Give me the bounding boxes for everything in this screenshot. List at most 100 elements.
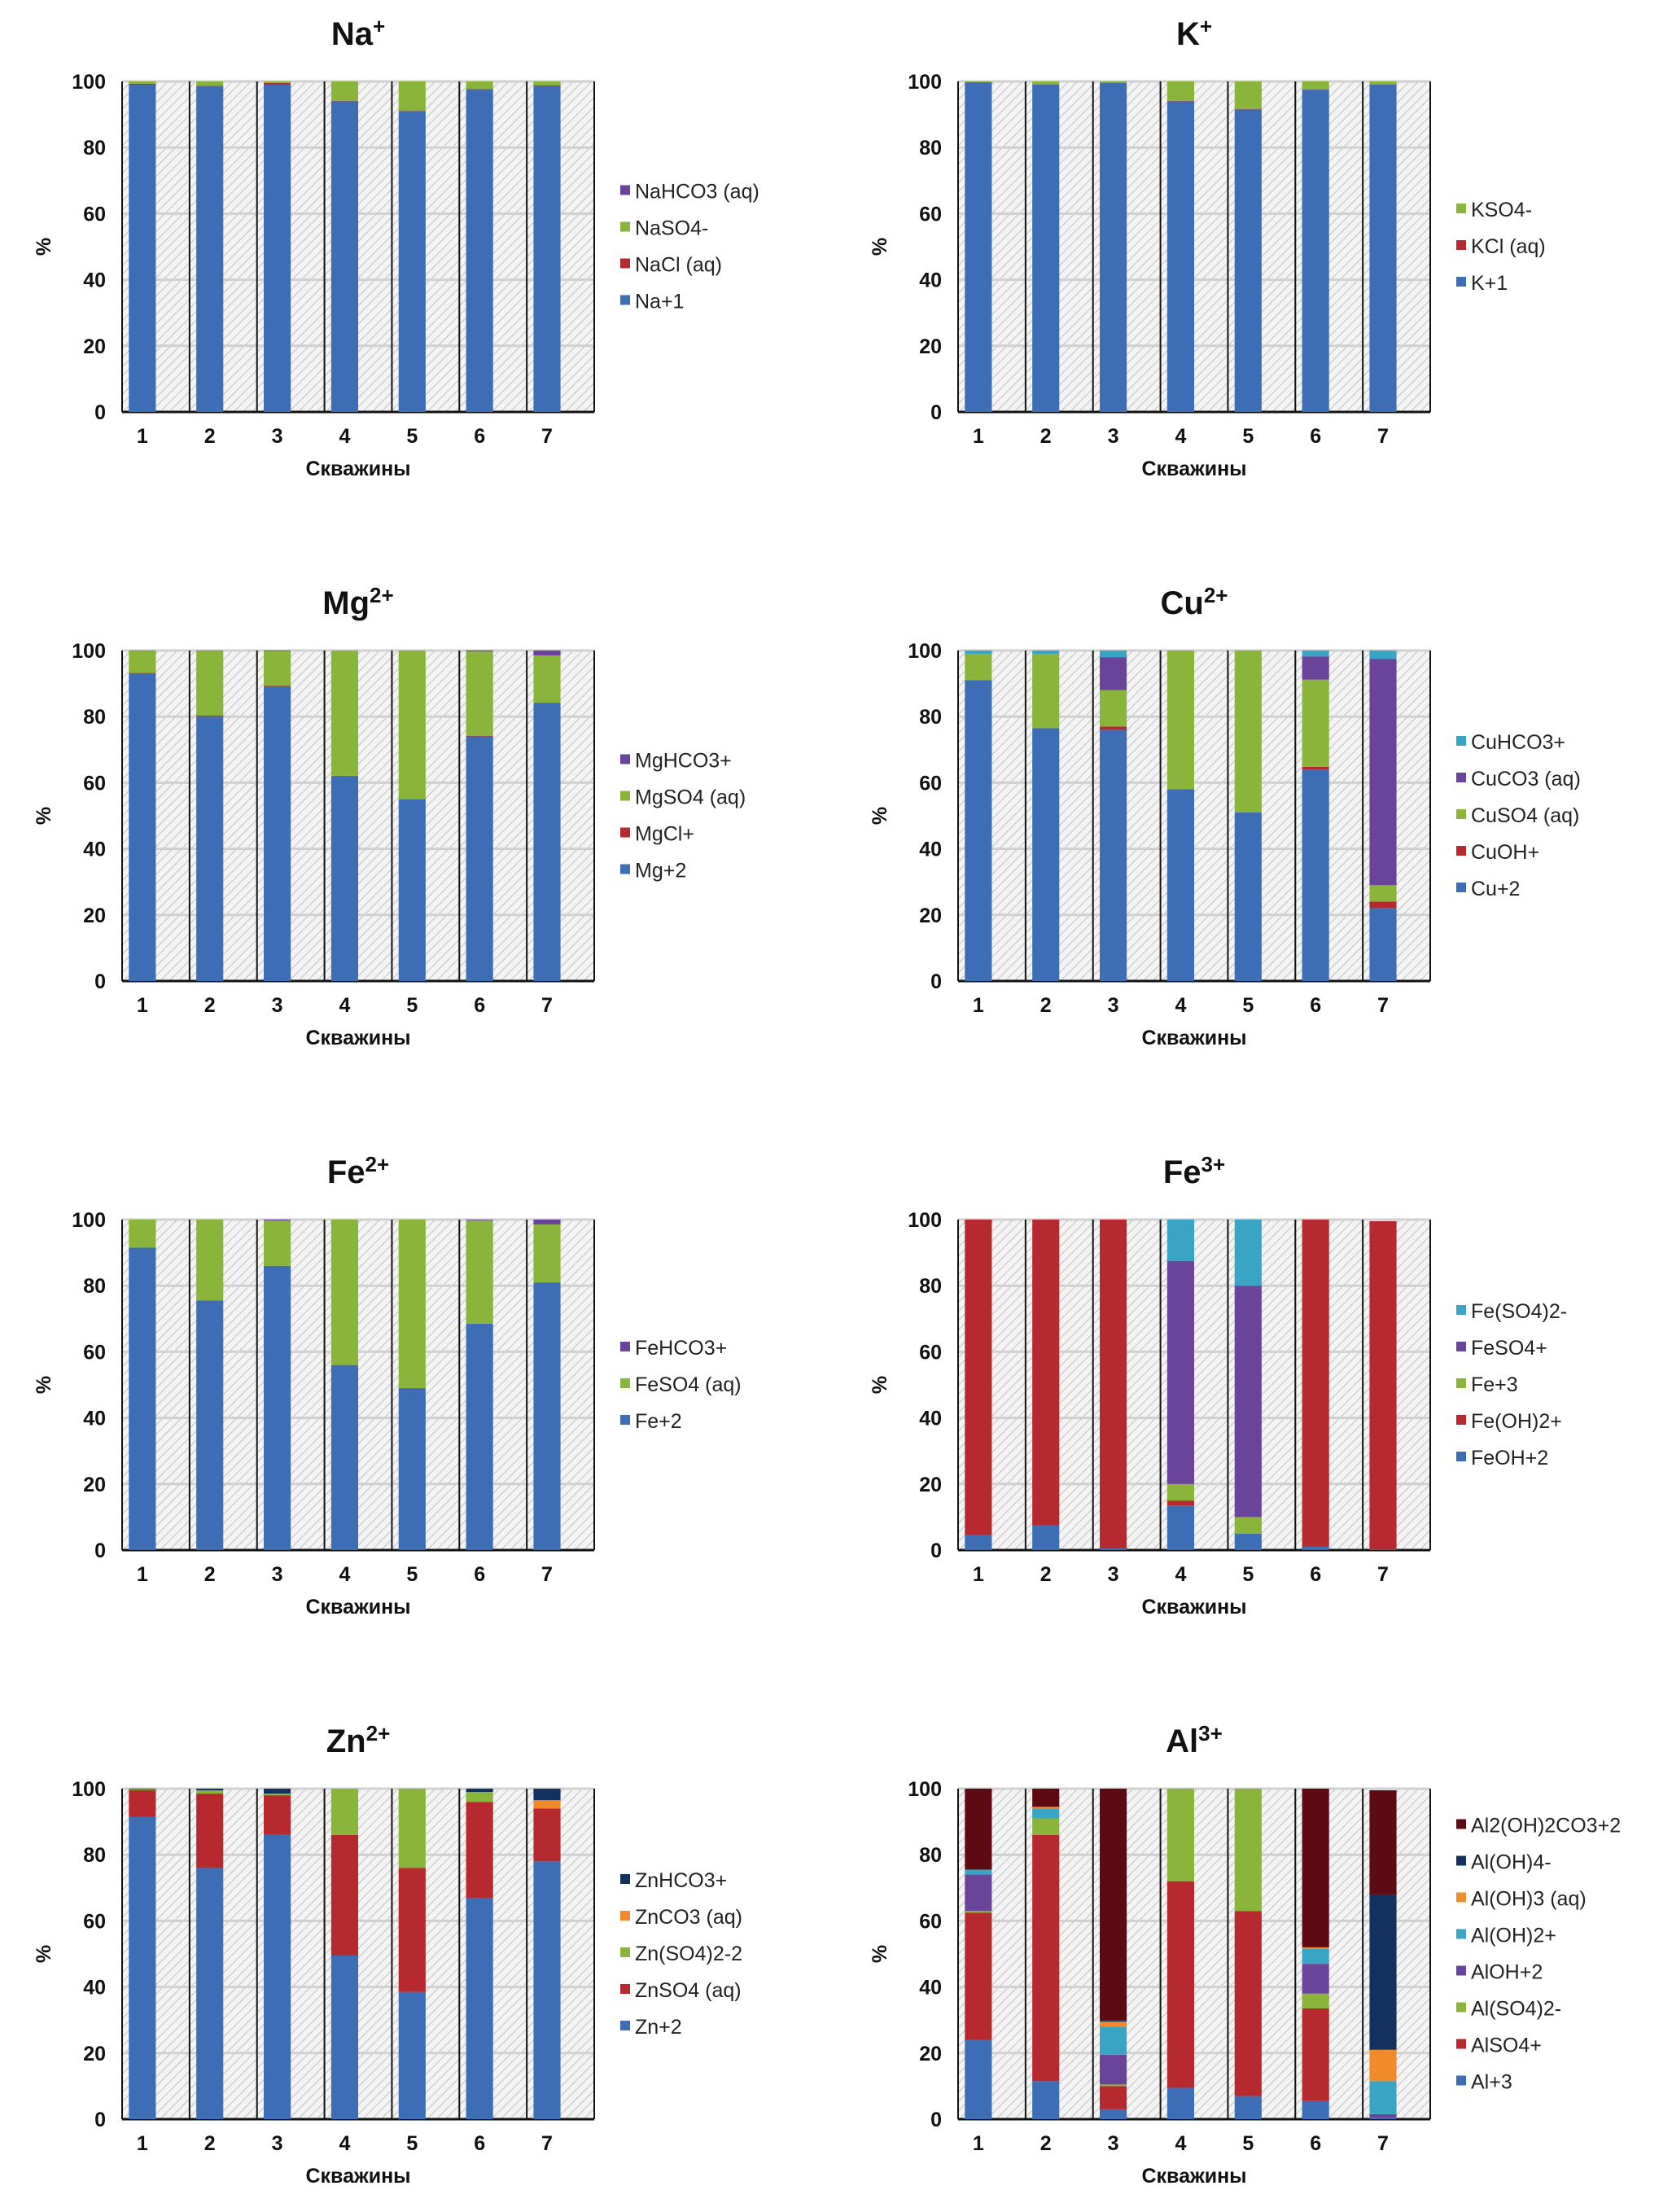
y-tick-label: 80 [919,137,942,160]
x-tick-label: 2 [204,994,216,1017]
bar-segment [1234,1286,1262,1518]
x-tick-label: 4 [339,425,350,448]
bar-segment [1369,1790,1397,1894]
chart-fe3: Fe3+ 0 20 40 60 80 100 1 2 3 4 5 6 7 Скважины% Fe(SO4)2… [836,1138,1672,1707]
chart-title: Cu2+ [1161,583,1228,621]
legend-item: Zn(SO4)2-2 [620,1943,742,1965]
x-tick-label: 1 [137,994,148,1017]
legend-item: Fe(SO4)2- [1456,1300,1567,1323]
bar-segment [196,1794,224,1868]
bar-segment [196,650,224,716]
bar-segment [1234,1789,1262,1912]
x-tick-label: 7 [1377,425,1389,448]
bar-segment [1234,81,1262,110]
legend-item: Al(OH)3 (aq) [1456,1888,1587,1911]
legend-item: MgCl+ [620,823,694,846]
y-axis-label: % [869,1945,891,1963]
x-axis-label: Скважины [305,458,410,480]
bar-segment [1302,679,1329,767]
x-tick-label: 2 [204,425,216,448]
x-tick-label: 5 [1242,425,1254,448]
x-tick-label: 2 [204,1563,216,1586]
bar-segment [1369,2113,1397,2118]
bar-segment [196,81,224,86]
bar-segment [1032,1818,1060,1835]
bar-segment [398,1789,426,1868]
chart-zn: Zn2+ 0 20 40 60 80 100 1 2 3 4 5 6 7 Скважины% ZnHCO3+ Z… [0,1707,836,2212]
x-tick-label: 6 [1310,425,1321,448]
bar-segment [1369,2081,1397,2114]
legend-label: KSO4- [1471,199,1532,221]
bar-segment [466,89,493,90]
bar-segment [1302,656,1329,680]
bar-segment [129,672,156,674]
bar-segment [533,1808,561,1862]
legend-swatch [1456,2002,1466,2013]
bar-segment [330,1364,358,1550]
bar-segment [1302,1947,1329,1949]
chart-svg: Na+ 0 20 40 60 80 100 1 2 3 4 5 6 7 Скважины% NaHCO3 (a… [33,14,759,480]
bar-segment [264,1794,291,1796]
bar-segment [466,1323,493,1550]
x-tick-label: 6 [1310,1563,1321,1586]
legend-label: Zn+2 [635,2016,682,2039]
bar-segment [533,1224,561,1283]
legend-item: FeSO4+ [1456,1337,1547,1360]
bar-segment [1369,908,1397,981]
y-tick-label: 60 [83,1910,106,1933]
y-tick-label: 80 [919,1844,942,1867]
y-tick-label: 60 [83,772,106,795]
bar-segment [1234,2096,1262,2119]
bar-segment [264,1220,291,1266]
legend-label: Al+3 [1471,2071,1512,2094]
y-tick-label: 20 [83,2043,106,2065]
bar-segment [264,1789,291,1794]
bar-segment [196,1300,224,1550]
legend-label: CuOH+ [1471,841,1539,864]
x-tick-label: 3 [1108,994,1119,1017]
bar-segment [129,1247,156,1550]
legend-swatch [1456,1415,1466,1425]
y-axis-label: % [869,238,891,256]
bar-segment [1369,2049,1397,2082]
x-tick-label: 7 [541,425,553,448]
legend-label: ZnSO4 (aq) [635,1979,742,2002]
bar-segment [1369,1894,1397,2050]
x-tick-label: 6 [474,994,485,1017]
bar-segment [1234,1911,1262,2096]
x-tick-label: 5 [1242,994,1254,1017]
bar-segment [1100,2020,1127,2022]
bar-segment [196,1789,224,1791]
bar-segment [1100,2054,1127,2085]
x-tick-label: 2 [204,2132,216,2155]
bar-segment [196,86,224,412]
legend-label: NaCl (aq) [635,254,722,277]
x-tick-label: 6 [474,1563,485,1586]
x-tick-label: 5 [1242,2132,1254,2155]
bar-segment [1234,1533,1262,1550]
bar-segment [1302,81,1329,90]
bar-segment [1369,1548,1397,1550]
bar-segment [533,1861,561,2119]
bar-segment [1166,1505,1194,1550]
bar-segment [129,1220,156,1248]
legend-swatch [620,791,630,801]
bar-segment [466,1802,493,1898]
bar-segment [398,650,426,799]
x-axis-label: Скважины [305,1027,410,1049]
bar-segment [330,101,358,413]
x-tick-label: 6 [474,2132,485,2155]
x-tick-label: 7 [541,2132,553,2155]
bar-segment [965,1789,992,1870]
legend-label: FeSO4+ [1471,1337,1547,1360]
bar-segment [1369,85,1397,412]
bar-segment [330,81,358,101]
bar-segment [1100,729,1127,981]
legend-item: Cu+2 [1456,878,1520,900]
bar-segment [466,81,493,90]
x-tick-label: 6 [474,425,485,448]
y-tick-label: 40 [919,269,942,292]
y-tick-label: 60 [919,1341,942,1364]
x-tick-label: 5 [406,2132,418,2155]
legend-label: Al(OH)2+ [1471,1925,1556,1947]
